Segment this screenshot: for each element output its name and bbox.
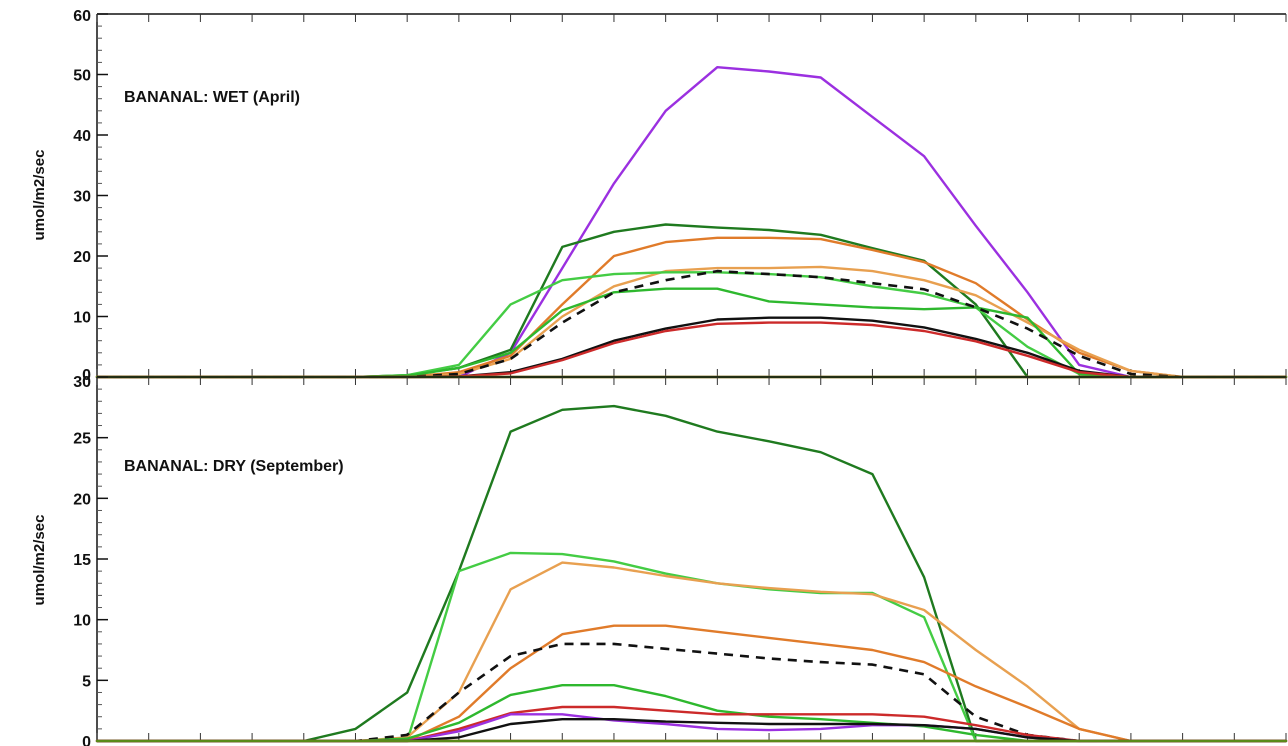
dry-panel-y-tick-label: 10 xyxy=(73,613,91,630)
dry-panel-title: BANANAL: DRY (September) xyxy=(124,458,344,475)
wet-panel-y-tick-label: 30 xyxy=(73,189,91,206)
dry-panel-y-axis-label: umol/m2/sec xyxy=(31,515,48,606)
dry-panel: BANANAL: DRY (September) umol/m2/sec 0 5 1… xyxy=(31,374,1288,746)
dry-panel-y-tick-label: 0 xyxy=(82,734,91,746)
wet-panel-y-tick-label: 40 xyxy=(73,128,91,145)
dry-panel-series-line-9 xyxy=(95,718,1288,743)
wet-panel-y-tick-label: 10 xyxy=(73,310,91,327)
dry-panel-series-line-8 xyxy=(95,713,1288,743)
wet-panel-series-line-3 xyxy=(95,236,1288,379)
wet-panel-y-tick-label: 0 xyxy=(82,367,91,384)
wet-panel-y-tick-label: 20 xyxy=(73,249,91,266)
wet-panel-series-line-9 xyxy=(95,321,1288,379)
wet-panel-y-tick-label: 50 xyxy=(73,68,91,85)
dry-panel-y-tick-label: 30 xyxy=(73,374,91,391)
dry-panel-series-line-1 xyxy=(95,404,1288,743)
dry-panel-y-tick-label: 15 xyxy=(73,552,91,569)
dry-panel-series-line-3 xyxy=(95,561,1288,743)
wet-panel-series-line-4 xyxy=(95,265,1288,379)
dry-panel-y-tick-label: 5 xyxy=(82,673,91,690)
wet-panel-y-axis-label: umol/m2/sec xyxy=(31,150,48,241)
wet-panel-series-line-2 xyxy=(95,223,1288,379)
wet-panel-y-tick-label: 60 xyxy=(73,8,91,25)
wet-panel: BANANAL: WET (April) umol/m2/sec 0 10 20 30… xyxy=(31,8,1288,384)
wet-panel-title: BANANAL: WET (April) xyxy=(124,89,300,106)
dry-panel-y-tick-label: 20 xyxy=(73,491,91,508)
dry-panel-series-line-4 xyxy=(95,624,1288,743)
dry-panel-y-tick-label: 25 xyxy=(73,431,91,448)
wet-panel-series-line-1 xyxy=(95,65,1288,379)
